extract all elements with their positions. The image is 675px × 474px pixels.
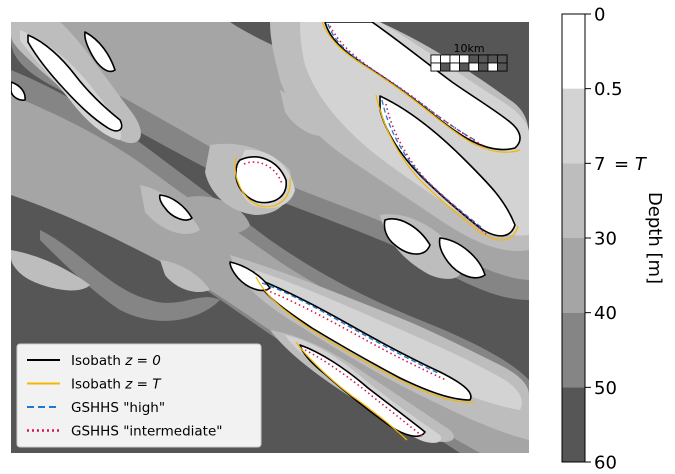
- scale-bar-label: 10km: [453, 42, 484, 55]
- island-northwest: [27, 34, 123, 132]
- colorbar-level-7-30: [562, 163, 585, 238]
- legend-frame: [16, 343, 262, 448]
- colorbar: 0 0.5 7 30 40 50 60: [561, 5, 623, 474]
- legend-label: GSHHS "high": [71, 400, 165, 416]
- colorbar-tick-label: 0: [594, 5, 605, 26]
- scale-bar-segment: [478, 54, 489, 64]
- legend-label: GSHHS "intermediate": [71, 424, 222, 440]
- scale-bar-segment: [440, 54, 451, 64]
- colorbar-level-30-40: [562, 238, 585, 313]
- island-east: [379, 95, 516, 237]
- scale-bar-segment: [487, 54, 498, 64]
- island-east-tail: [383, 218, 431, 255]
- scale-bar-segment: [449, 54, 460, 64]
- land-islands: [11, 22, 521, 438]
- scale-bar-segment: [459, 54, 470, 64]
- scale-bar-segment: [430, 62, 441, 72]
- scale-bar-segment: [440, 62, 451, 72]
- island-northwest-2: [84, 31, 116, 73]
- scale-bar-segment: [468, 54, 479, 64]
- legend: Isobath z = 0 Isobath z = T GSHHS "high" GS…: [16, 343, 262, 448]
- colorbar-tick-label: 40: [594, 303, 617, 324]
- colorbar-label: Depth [m]: [644, 192, 665, 284]
- isobath-z-T: [234, 22, 521, 441]
- gshhs-intermediate-coastline: [243, 25, 487, 437]
- scale-bar-segment: [449, 62, 460, 72]
- colorbar-tick-label: 60: [594, 453, 617, 474]
- colorbar-level-50-60: [562, 387, 585, 462]
- scale-bar-segment: [468, 62, 479, 72]
- scale-bar-segment: [497, 62, 508, 72]
- island-lower-east: [438, 237, 486, 279]
- colorbar-tick-label: 30: [594, 229, 617, 250]
- legend-label: Isobath z = T: [71, 377, 162, 393]
- legend-label: Isobath z = 0: [71, 353, 161, 369]
- scale-bar-segment: [487, 62, 498, 72]
- island-center: [235, 156, 287, 204]
- map-panel: 10km: [11, 22, 529, 453]
- colorbar-tick-label: 0.5: [594, 79, 623, 100]
- scale-bar: 10km: [430, 42, 508, 72]
- scale-bar-segment: [459, 62, 470, 72]
- island-west-small: [11, 81, 26, 101]
- colorbar-tick-label: 7: [594, 154, 605, 175]
- island-north: [324, 22, 521, 151]
- colorbar-tick-label: 50: [594, 378, 617, 399]
- colorbar-level-0-0.5: [562, 14, 585, 89]
- scale-bar-segment: [497, 54, 508, 64]
- colorbar-level-40-50: [562, 312, 585, 388]
- island-south-1: [259, 279, 472, 401]
- colorbar-annotation: = T: [614, 154, 648, 175]
- island-center-west: [158, 194, 193, 221]
- colorbar-level-0.5-7: [562, 88, 585, 164]
- scale-bar-segment: [478, 62, 489, 72]
- scale-bar-segment: [430, 54, 441, 64]
